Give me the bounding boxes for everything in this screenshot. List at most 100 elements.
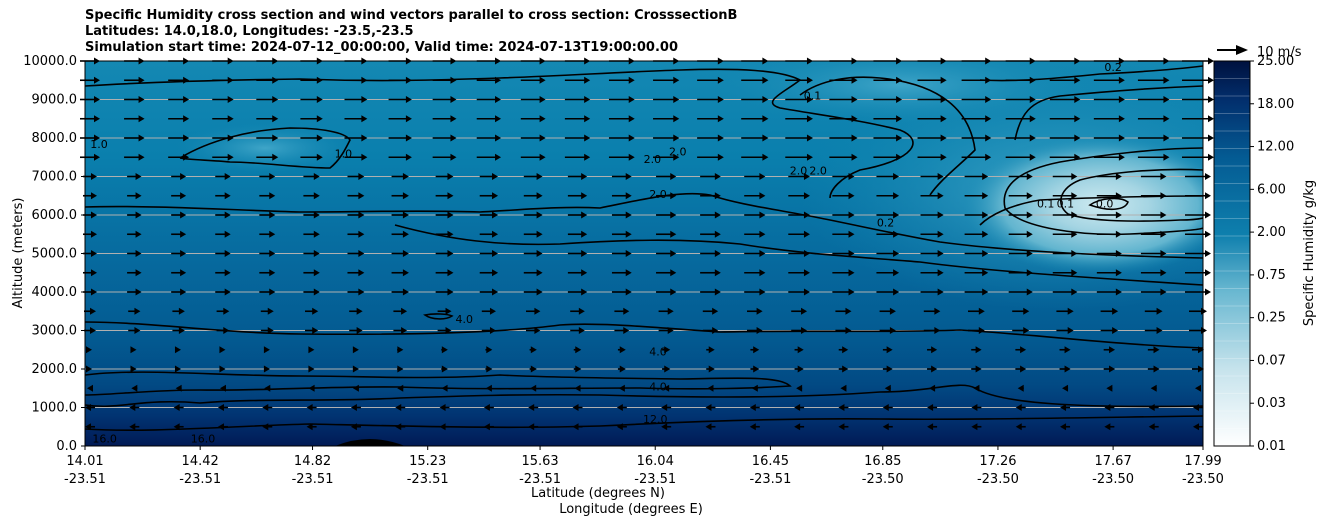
contour-4-upper (85, 321, 1203, 349)
wind-vector-head (316, 76, 323, 84)
wind-vector-head (1118, 115, 1125, 123)
wind-vector-head (138, 96, 145, 103)
wind-vector-head (848, 288, 855, 296)
wind-vector-head (312, 307, 319, 315)
wind-vector-head (584, 96, 591, 103)
x-tick-label-lat: 14.01 (66, 454, 103, 469)
wind-vector-head (439, 423, 446, 431)
wind-vector-head (1015, 423, 1022, 431)
wind-vector-head (94, 96, 100, 103)
wind-vector-head (267, 327, 274, 334)
wind-vector-head (581, 173, 588, 180)
wind-vector-head (224, 211, 231, 219)
wind-vector-head (1064, 346, 1071, 354)
wind-vector-head (91, 288, 97, 296)
wind-vector-head (263, 365, 270, 373)
wind-vector-head (1153, 365, 1160, 373)
x-tick-label-lon: -23.51 (179, 472, 221, 487)
wind-vector-head (896, 76, 903, 84)
wind-vector-head (219, 384, 226, 392)
wind-vector-head (982, 230, 989, 238)
wind-vector-head (714, 250, 721, 257)
wind-vector-head (405, 76, 412, 84)
y-tick-label: 10000.0 (23, 54, 77, 69)
wind-vector-head (1193, 423, 1199, 431)
title-line-2: Latitudes: 14.0,18.0, Longitudes: -23.5,… (85, 24, 414, 39)
wind-vector-head (1150, 384, 1157, 392)
wind-vector-head (352, 365, 359, 373)
wind-vector-head (628, 76, 635, 84)
wind-vector-head (714, 269, 721, 277)
wind-vector-head (584, 76, 591, 84)
wind-vector-head (1115, 173, 1122, 180)
wind-vector-head (1160, 173, 1167, 180)
wind-vector-head (1071, 288, 1078, 296)
contour-label: 2.0 (644, 153, 662, 166)
wind-vector-head (1205, 230, 1211, 238)
wind-vector-head (450, 134, 457, 142)
x-tick-label-lat: 16.45 (752, 454, 789, 469)
y-axis-label: Altitude (meters) (11, 198, 26, 309)
wind-vector-head (803, 288, 810, 296)
wind-vector-head (762, 115, 769, 123)
colorbar-tick-label: 0.01 (1257, 439, 1286, 454)
wind-vector-head (794, 423, 801, 431)
wind-vector-head (1060, 423, 1067, 431)
wind-vector-head (492, 192, 499, 200)
wind-vector-head (445, 327, 452, 334)
wind-vector-head (1115, 192, 1122, 200)
wind-vector-head (1026, 192, 1033, 200)
wind-vector-head (86, 346, 92, 354)
wind-vector-head (806, 153, 813, 161)
wind-vector-head (87, 384, 93, 392)
wind-vector-head (1160, 230, 1167, 238)
wind-vector-head (927, 423, 934, 431)
wind-vector-head (1163, 96, 1170, 103)
wind-vector-head (806, 134, 813, 142)
wind-vector-head (848, 230, 855, 238)
wind-vector-head (975, 365, 982, 373)
wind-vector-head (616, 404, 623, 411)
wind-vector-head (838, 423, 845, 431)
wind-vector-head (138, 115, 145, 123)
wind-vector-head (447, 269, 454, 277)
wind-vector-head (539, 153, 546, 161)
wind-vector-head (1026, 211, 1033, 219)
wind-vector-head (91, 230, 97, 238)
x-tick-label-lon: -23.51 (749, 472, 791, 487)
x-tick-label-lon: -23.50 (1092, 472, 1134, 487)
wind-vector-head (759, 288, 766, 296)
y-tick-label: 7000.0 (32, 170, 78, 185)
wind-vector-head (269, 250, 276, 257)
y-tick-label: 8000.0 (32, 131, 78, 146)
wind-vector-head (628, 96, 635, 103)
contour-4-lower (85, 371, 792, 396)
colorbar-tick-label: 2.00 (1257, 225, 1286, 240)
wind-vector-head (450, 153, 457, 161)
contour-label: 4.0 (455, 313, 473, 326)
wind-vector-head (985, 115, 992, 123)
x-axis: 14.01 -23.51 14.42 -23.51 14.82 -23.51 15.23 -2… (64, 446, 1224, 487)
wind-vector-head (1071, 173, 1078, 180)
wind-vector-head (806, 96, 813, 103)
wind-vector-head (397, 365, 404, 373)
wind-vector-head (749, 423, 756, 431)
wind-vector-head (575, 365, 582, 373)
contour-label: 2.0 (809, 165, 827, 178)
wind-vector-head (982, 269, 989, 277)
contour-2-band (394, 224, 1203, 286)
wind-vector-head (717, 76, 724, 84)
wind-vector-head (931, 346, 938, 354)
wind-vector-head (851, 96, 858, 103)
wind-vector-head (135, 269, 142, 277)
wind-vector-head (447, 192, 454, 200)
wind-vector-head (801, 307, 808, 315)
wind-vector-head (848, 173, 855, 180)
wind-vector-head (1060, 404, 1067, 411)
wind-vector-head (85, 423, 91, 431)
wind-vector-head (224, 250, 231, 257)
wind-vector-head (129, 404, 136, 411)
x-tick-label-lon: -23.50 (862, 472, 904, 487)
wind-vector-head (985, 153, 992, 161)
